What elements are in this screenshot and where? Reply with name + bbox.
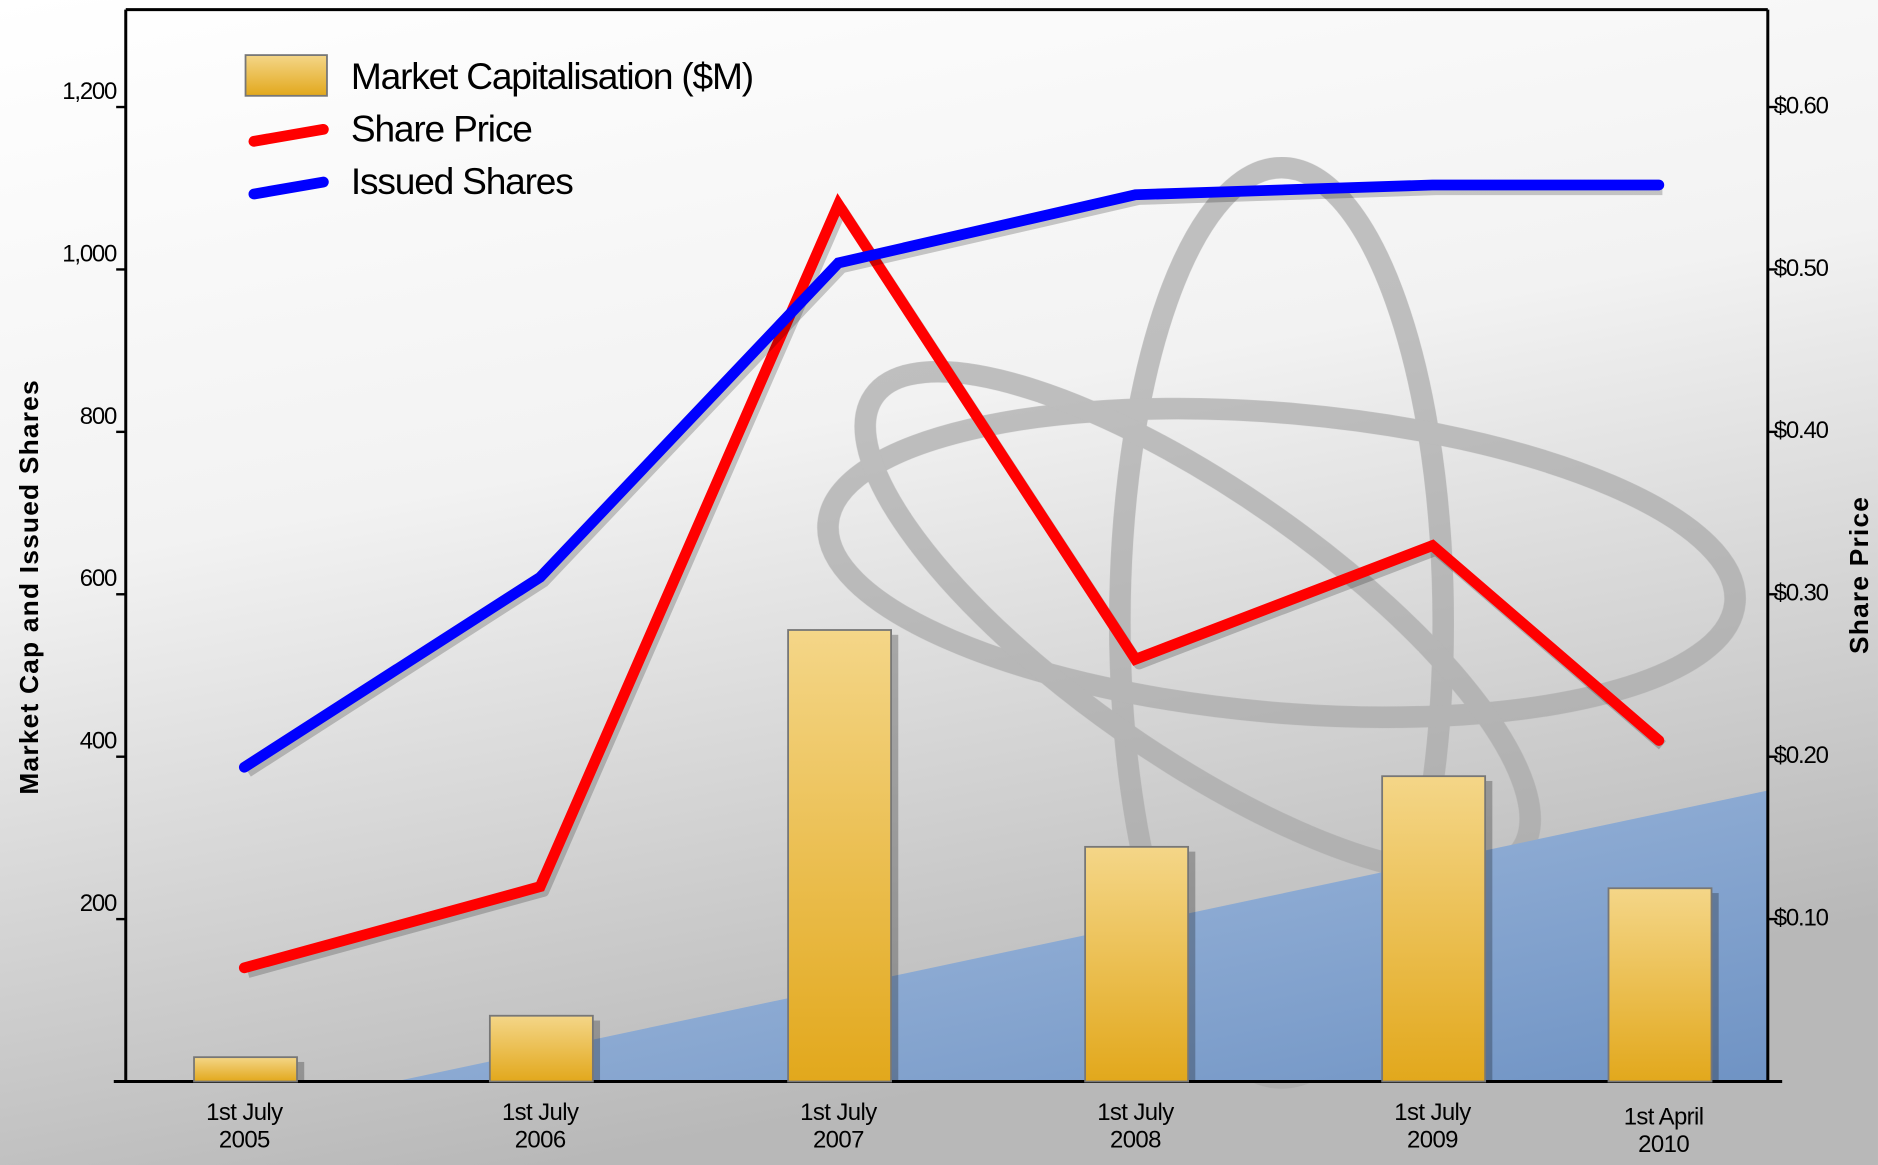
y2-tick-label: $0.50 — [1774, 255, 1829, 282]
x-tick-label: 1st April 2010 — [1623, 1104, 1704, 1159]
x-tick-label: 1st July 2006 — [501, 1099, 579, 1154]
bar — [1084, 845, 1190, 1083]
bar — [1381, 775, 1487, 1083]
x-tick-label: 1st July 2007 — [800, 1099, 877, 1154]
y2-tick-label: $0.40 — [1774, 417, 1829, 444]
legend-label: Issued Shares — [351, 160, 573, 202]
y2-tick-label: $0.60 — [1774, 92, 1829, 119]
legend-swatch — [248, 123, 329, 147]
frame — [113, 8, 1783, 1084]
legend-label: Share Price — [351, 108, 532, 150]
y-tick-label: 200 — [80, 890, 117, 917]
legend-swatch — [248, 176, 329, 200]
y2-axis-title: Share Price — [1844, 496, 1874, 654]
legend-swatch — [244, 54, 328, 97]
y-tick-label: 1,000 — [62, 240, 117, 267]
y-tick-label: 400 — [80, 728, 117, 755]
y2-tick-label: $0.30 — [1774, 580, 1829, 607]
y-tick-label: 600 — [80, 565, 117, 592]
line — [238, 179, 1665, 773]
x-tick-label: 1st July 2008 — [1097, 1099, 1174, 1154]
legend-label: Market Capitalisation ($M) — [351, 55, 753, 97]
bar — [1607, 887, 1713, 1083]
y-axis-title: Market Cap and Issued Shares — [14, 379, 44, 794]
bar — [787, 629, 892, 1083]
line — [238, 193, 1665, 974]
y2-tick-label: $0.20 — [1774, 742, 1829, 769]
y-tick-label: 1,200 — [62, 78, 117, 105]
x-tick-label: 1st July 2009 — [1394, 1099, 1471, 1154]
y2-tick-label: $0.10 — [1774, 904, 1829, 931]
bar — [488, 1014, 594, 1083]
y-tick-label: 800 — [80, 403, 117, 430]
bar — [193, 1056, 298, 1083]
x-tick-label: 1st July 2005 — [206, 1099, 283, 1154]
